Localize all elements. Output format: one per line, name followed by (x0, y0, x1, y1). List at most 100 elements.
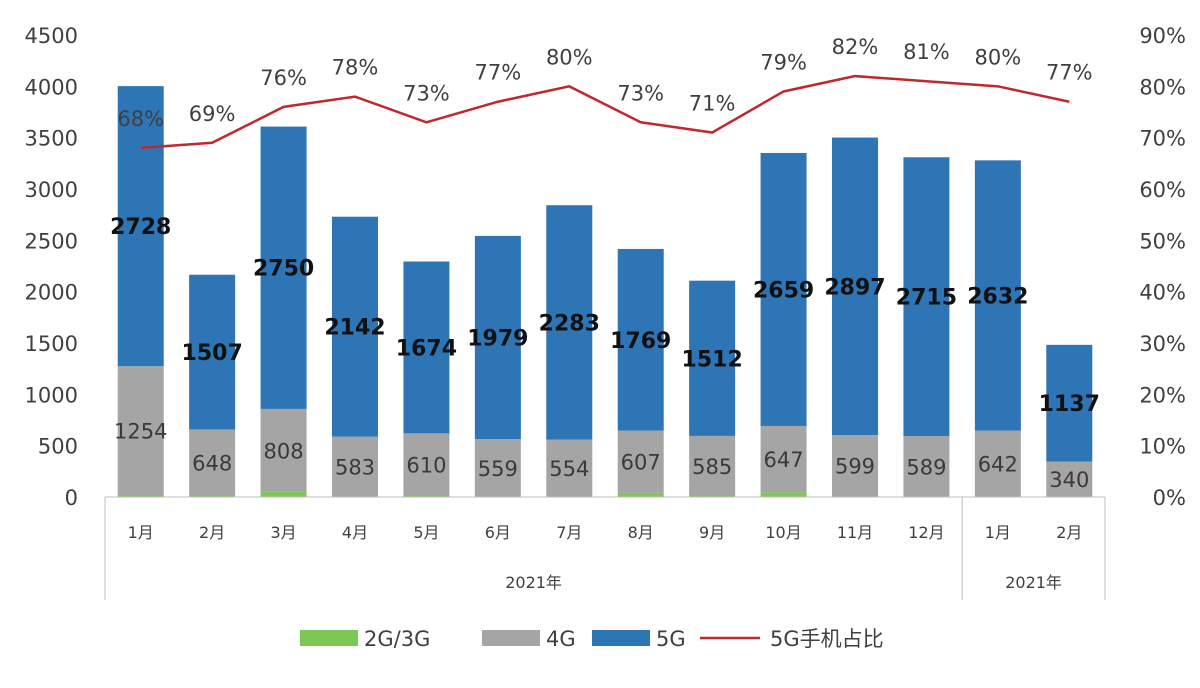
bar-5g (760, 152, 807, 426)
data-label-5g-share: 80% (975, 45, 1022, 69)
legend-swatch (482, 630, 540, 646)
line-5g-share (140, 74, 1070, 150)
data-label-5g-share: 77% (475, 61, 522, 85)
data-label-5g-share: 69% (189, 102, 236, 126)
y-right-tick-label: 90% (1139, 24, 1186, 48)
bar-5g (403, 261, 450, 434)
bar-4g (832, 434, 878, 497)
legend-label: 5G手机占比 (770, 627, 884, 651)
data-label-5g: 1507 (182, 341, 243, 366)
y-right-tick-label: 50% (1139, 229, 1186, 253)
y-right-tick-label: 80% (1139, 75, 1186, 99)
y-right-tick-label: 70% (1139, 127, 1186, 151)
x-tick-label: 5月 (413, 523, 439, 542)
x-tick-label: 3月 (270, 523, 296, 542)
data-label-5g: 1769 (610, 329, 671, 354)
bar-4g (1046, 461, 1093, 497)
bar-5g (903, 157, 950, 437)
data-label-5g-share: 73% (617, 81, 664, 105)
bar-5g (832, 137, 878, 435)
y-right-tick-label: 30% (1139, 332, 1186, 356)
data-label-5g-share: 68% (117, 107, 164, 131)
y-left-tick-label: 2500 (25, 229, 78, 253)
data-label-5g-share: 79% (760, 50, 807, 74)
data-label-4g: 1254 (114, 420, 167, 444)
data-label-5g: 2632 (967, 284, 1028, 309)
bar-4g (260, 408, 307, 492)
data-label-5g-share: 77% (1046, 61, 1093, 85)
bar-4g (689, 435, 736, 496)
y-left-tick-label: 500 (38, 435, 78, 459)
bar-2g-3g (617, 492, 664, 497)
data-label-4g: 642 (978, 453, 1018, 477)
bar-5g (332, 216, 378, 437)
legend-label: 4G (546, 627, 576, 651)
data-label-4g: 559 (478, 457, 518, 481)
y-right-tick-label: 20% (1139, 383, 1186, 407)
y-left-tick-label: 4500 (25, 24, 78, 48)
y-right-tick-label: 10% (1139, 435, 1186, 459)
x-tick-label: 9月 (699, 523, 725, 542)
data-label-5g-share: 71% (689, 92, 736, 116)
legend-swatch (300, 630, 358, 646)
bar-2g-3g (189, 495, 236, 497)
bar-2g-3g (117, 494, 164, 497)
x-tick-label: 12月 (908, 523, 944, 542)
y-right-tick-label: 60% (1139, 178, 1186, 202)
x-tick-label: 1月 (128, 523, 154, 542)
bar-4g (332, 436, 378, 497)
bar-4g (903, 436, 950, 497)
x-tick-label: 8月 (628, 523, 654, 542)
bar-5g (974, 160, 1021, 431)
data-label-5g: 1137 (1039, 392, 1100, 417)
bar-4g (546, 439, 593, 497)
data-label-4g: 589 (906, 455, 946, 479)
bar-4g (617, 430, 664, 493)
x-tick-label: 11月 (837, 523, 873, 542)
y-left-tick-label: 4000 (25, 75, 78, 99)
bar-2g-3g (403, 495, 450, 497)
bar-5g (260, 126, 307, 409)
data-label-4g: 585 (692, 455, 732, 479)
bar-5g (189, 274, 236, 430)
y-left-tick-label: 3000 (25, 178, 78, 202)
data-label-5g: 2142 (324, 316, 385, 341)
y-left-tick-label: 2000 (25, 281, 78, 305)
data-label-5g: 1674 (396, 336, 457, 361)
x-tick-label: 6月 (485, 523, 511, 542)
bar-2g-3g (689, 495, 736, 497)
x-group-label: 2021年 (505, 573, 562, 592)
data-label-5g: 2715 (896, 286, 957, 311)
x-tick-label: 1月 (985, 523, 1011, 542)
y-right-tick-label: 0% (1153, 486, 1186, 510)
bar-5g (689, 280, 736, 436)
data-label-5g-share: 80% (546, 45, 593, 69)
legend-swatch (592, 630, 650, 646)
data-label-4g: 340 (1049, 468, 1089, 492)
bar-5g (474, 235, 521, 440)
data-label-4g: 808 (264, 439, 304, 463)
data-label-5g-share: 81% (903, 40, 950, 64)
data-label-5g: 2283 (539, 311, 600, 336)
data-label-4g: 583 (335, 456, 375, 480)
y-left-tick-label: 0 (65, 486, 78, 510)
bar-2g-3g (760, 492, 807, 497)
x-tick-label: 10月 (765, 523, 801, 542)
bar-4g (117, 366, 164, 495)
data-label-5g-share: 73% (403, 81, 450, 105)
data-label-4g: 599 (835, 455, 875, 479)
data-label-5g-share: 78% (332, 56, 379, 80)
data-label-4g: 647 (764, 448, 804, 472)
bar-5g (617, 248, 664, 431)
data-label-5g: 1512 (682, 347, 743, 372)
data-label-5g: 1979 (467, 327, 528, 352)
x-tick-label: 2月 (1056, 523, 1082, 542)
y-left-tick-label: 1000 (25, 383, 78, 407)
x-tick-label: 7月 (556, 523, 582, 542)
data-label-5g: 2728 (110, 215, 171, 240)
bar-5g (546, 205, 593, 440)
bar-5g (117, 86, 164, 367)
legend-label: 2G/3G (364, 627, 430, 651)
